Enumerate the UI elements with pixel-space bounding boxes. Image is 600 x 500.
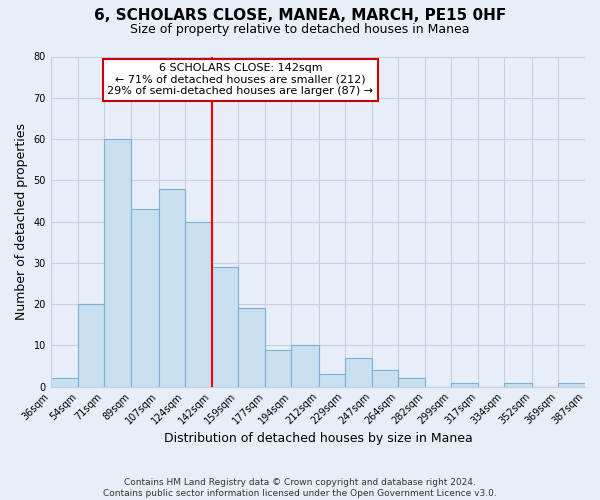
Text: Size of property relative to detached houses in Manea: Size of property relative to detached ho…: [130, 22, 470, 36]
Bar: [265, 350, 291, 387]
X-axis label: Distribution of detached houses by size in Manea: Distribution of detached houses by size …: [164, 432, 472, 445]
Text: 6, SCHOLARS CLOSE, MANEA, MARCH, PE15 0HF: 6, SCHOLARS CLOSE, MANEA, MARCH, PE15 0H…: [94, 8, 506, 22]
Bar: [557, 382, 585, 386]
Bar: [51, 378, 78, 386]
Bar: [451, 382, 478, 386]
Text: Contains HM Land Registry data © Crown copyright and database right 2024.
Contai: Contains HM Land Registry data © Crown c…: [103, 478, 497, 498]
Bar: [104, 139, 131, 386]
Bar: [78, 304, 104, 386]
Bar: [505, 382, 532, 386]
Bar: [372, 370, 398, 386]
Bar: [344, 358, 372, 386]
Bar: [159, 188, 185, 386]
Text: 6 SCHOLARS CLOSE: 142sqm
← 71% of detached houses are smaller (212)
29% of semi-: 6 SCHOLARS CLOSE: 142sqm ← 71% of detach…: [107, 63, 373, 96]
Bar: [212, 267, 238, 386]
Y-axis label: Number of detached properties: Number of detached properties: [15, 123, 28, 320]
Bar: [291, 346, 319, 387]
Bar: [238, 308, 265, 386]
Bar: [319, 374, 344, 386]
Bar: [131, 209, 159, 386]
Bar: [185, 222, 212, 386]
Bar: [398, 378, 425, 386]
